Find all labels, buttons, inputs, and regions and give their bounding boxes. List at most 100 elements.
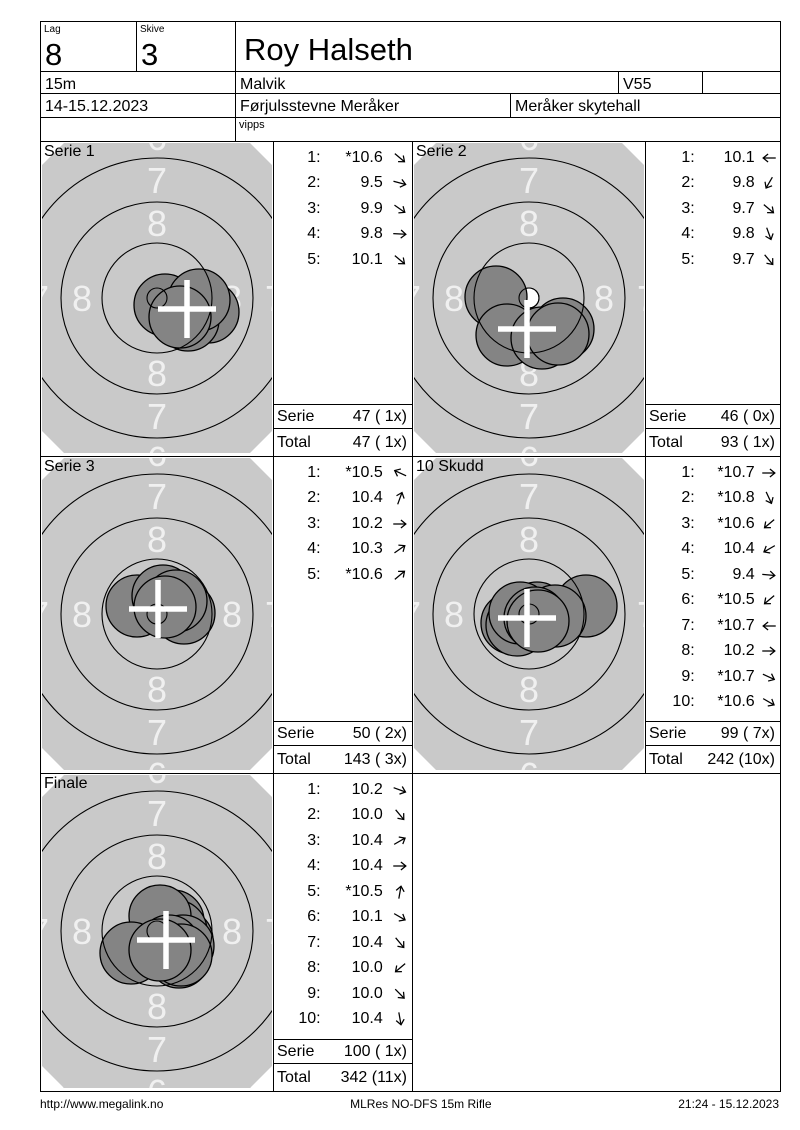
- shot-value: *10.7: [717, 667, 755, 685]
- shot-row: 3: 10.2: [274, 511, 412, 537]
- svg-text:6: 6: [519, 755, 539, 773]
- shot-direction-arrow-icon: [383, 934, 412, 952]
- shot-row: 4: 10.3: [274, 537, 412, 563]
- shot-list: 1: *10.6 2: 9.5 3: 9.9 4: 9.8 5: 10.1: [274, 145, 412, 273]
- shot-value: 10.1: [351, 250, 383, 268]
- svg-text:7: 7: [41, 278, 49, 319]
- shot-direction-arrow-icon: [755, 489, 780, 507]
- mpi-cross: [498, 300, 556, 358]
- distance-cell: 15m: [41, 72, 236, 94]
- shot-value: *10.5: [345, 882, 383, 900]
- event-cell: Førjulsstevne Meråker: [236, 94, 511, 118]
- svg-text:8: 8: [72, 278, 92, 319]
- shot-direction-arrow-icon: [755, 200, 780, 218]
- shot-value: 10.3: [351, 540, 383, 558]
- total-sum-value: 242 (10x): [707, 750, 775, 768]
- ring-labels: 888877776666: [414, 143, 644, 453]
- shot-row: 5: 9.7: [646, 247, 780, 273]
- total-sum-label: Total: [649, 750, 683, 768]
- club: Malvik: [240, 76, 286, 93]
- shot-row: 1: 10.1: [646, 145, 780, 171]
- shot-row: 3: *10.6: [646, 511, 780, 537]
- shot-value: 10.4: [351, 933, 383, 951]
- svg-text:8: 8: [519, 669, 539, 710]
- svg-text:7: 7: [519, 476, 539, 517]
- shot-list: 1: 10.1 2: 9.8 3: 9.7 4: 9.8 5: 9.7: [646, 145, 780, 273]
- shot-row: 5: 9.4: [646, 562, 780, 588]
- shot-number: 3:: [681, 199, 695, 217]
- svg-text:8: 8: [444, 594, 464, 635]
- score-serie-1: 1: *10.6 2: 9.5 3: 9.9 4: 9.8 5: 10.1 Serie 47 ( …: [274, 142, 413, 457]
- shot-direction-arrow-icon: [383, 225, 412, 243]
- shot-row: 7: 10.4: [274, 930, 412, 956]
- shot-value: 10.1: [351, 908, 383, 926]
- shot-number: 6:: [681, 591, 695, 609]
- shot-value: *10.7: [717, 463, 755, 481]
- target-serie-3: 888877776666 Serie 3: [41, 457, 274, 774]
- shot-value: *10.6: [717, 514, 755, 532]
- ring-labels: 888877776666: [41, 143, 272, 456]
- shot-row: 6: *10.5: [646, 588, 780, 614]
- shot-direction-arrow-icon: [383, 540, 412, 558]
- report-sheet: Lag 8 Skive 3 Roy Halseth 15m Malvik V55…: [40, 21, 781, 1092]
- shot-direction-arrow-icon: [755, 668, 780, 686]
- serie-sum-value: 50 ( 2x): [352, 724, 407, 742]
- shot-row: 1: *10.6: [274, 145, 412, 171]
- shot-row: 3: 9.7: [646, 196, 780, 222]
- ring-lines: [414, 143, 644, 453]
- shooter-class: V55: [623, 76, 652, 93]
- mpi-cross: [498, 589, 556, 647]
- shot-row: 3: 9.9: [274, 196, 412, 222]
- shooter-name-cell: Roy Halseth: [236, 22, 780, 72]
- report-footer: http://www.megalink.no MLRes NO-DFS 15m …: [40, 1097, 779, 1111]
- serie-sum-value: 99 ( 7x): [720, 724, 775, 742]
- serie-sum-value: 100 ( 1x): [343, 1042, 407, 1060]
- shot-direction-arrow-icon: [383, 464, 412, 482]
- shot-direction-arrow-icon: [383, 489, 412, 507]
- shot-number: 3:: [307, 831, 321, 849]
- total-sum-row: Total 242 (10x): [646, 745, 780, 773]
- shot-number: 4:: [307, 225, 321, 243]
- footer-program: MLRes NO-DFS 15m Rifle: [350, 1097, 492, 1111]
- shot-row: 8: 10.2: [646, 639, 780, 665]
- lag-cell: Lag 8: [41, 22, 137, 72]
- shot-row: 2: 10.0: [274, 803, 412, 829]
- total-sum-value: 47 ( 1x): [352, 433, 407, 451]
- score-10skudd: 1: *10.7 2: *10.8 3: *10.6 4: 10.4 5: 9.4 6: *10.5 7…: [646, 457, 780, 774]
- shot-number: 5:: [307, 565, 321, 583]
- target-face-svg: 888877776666: [414, 143, 644, 453]
- shot-value: 10.0: [351, 959, 383, 977]
- svg-text:7: 7: [147, 396, 167, 437]
- shot-value: 10.4: [351, 489, 383, 507]
- date-range: 14-15.12.2023: [45, 98, 149, 115]
- shot-direction-arrow-icon: [383, 149, 412, 167]
- shot-number: 4:: [307, 540, 321, 558]
- svg-text:8: 8: [444, 278, 464, 319]
- shot-direction-arrow-icon: [383, 566, 412, 584]
- shot-row: 4: 9.8: [646, 222, 780, 248]
- shot-value: *10.5: [345, 463, 383, 481]
- ring-labels: 888877776666: [42, 458, 272, 773]
- shot-value: 9.8: [732, 174, 755, 192]
- skive-value: 3: [141, 37, 159, 72]
- shot-row: 3: 10.4: [274, 828, 412, 854]
- date-cell: 14-15.12.2023: [41, 94, 236, 118]
- total-sum-value: 342 (11x): [340, 1068, 407, 1086]
- shot-number: 3:: [307, 199, 321, 217]
- shot-value: 10.1: [723, 148, 755, 166]
- target-face-svg: 888877776666: [41, 143, 272, 456]
- svg-text:7: 7: [41, 911, 49, 952]
- serie-sum-value: 46 ( 0x): [720, 407, 775, 425]
- target-10skudd: 888877776666 10 Skudd: [413, 457, 646, 774]
- shot-direction-arrow-icon: [383, 883, 412, 901]
- shot-value: *10.7: [717, 616, 755, 634]
- svg-text:6: 6: [147, 439, 167, 456]
- shot-value: 9.8: [360, 225, 383, 243]
- serie-sum-row: Serie 47 ( 1x): [274, 404, 412, 428]
- svg-text:6: 6: [147, 755, 167, 773]
- shot-number: 2:: [307, 489, 321, 507]
- shot-row: 4: 10.4: [274, 854, 412, 880]
- shot-direction-arrow-icon: [383, 781, 412, 799]
- footer-url: http://www.megalink.no: [40, 1097, 164, 1111]
